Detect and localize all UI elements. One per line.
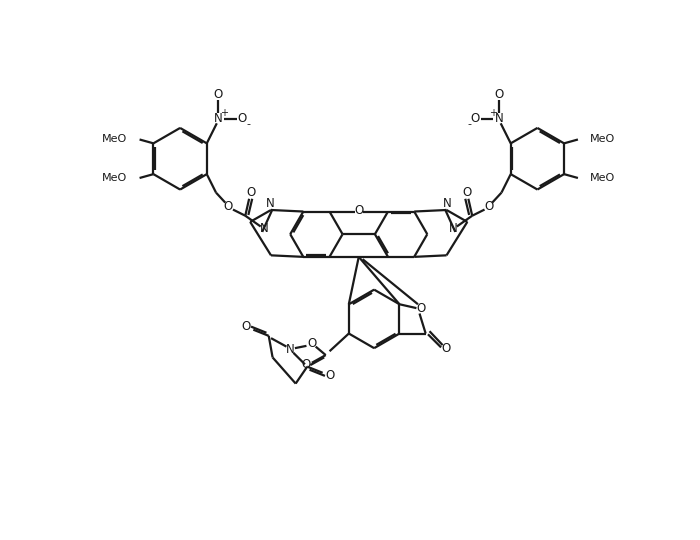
Text: MeO: MeO: [590, 173, 615, 183]
Text: O: O: [442, 342, 451, 355]
Text: N: N: [443, 197, 452, 210]
Text: MeO: MeO: [102, 134, 127, 145]
Text: O: O: [214, 87, 223, 100]
Text: -: -: [467, 119, 471, 129]
Text: -: -: [246, 119, 251, 129]
Text: N: N: [214, 112, 223, 125]
Text: +: +: [220, 107, 228, 118]
Text: O: O: [301, 358, 310, 371]
Text: O: O: [241, 320, 251, 333]
Text: O: O: [246, 186, 256, 199]
Text: N: N: [260, 221, 269, 234]
Text: +: +: [489, 107, 497, 118]
Text: N: N: [495, 112, 503, 125]
Text: O: O: [325, 369, 334, 382]
Text: N: N: [449, 221, 457, 234]
Text: N: N: [286, 343, 295, 356]
Text: O: O: [237, 112, 247, 125]
Text: MeO: MeO: [590, 134, 615, 145]
Text: O: O: [354, 204, 363, 217]
Text: N: N: [266, 197, 274, 210]
Text: O: O: [494, 87, 504, 100]
Text: O: O: [307, 337, 316, 350]
Text: O: O: [416, 302, 426, 315]
Text: O: O: [470, 112, 480, 125]
Text: MeO: MeO: [102, 173, 127, 183]
Text: O: O: [462, 186, 472, 199]
Text: O: O: [224, 200, 233, 213]
Text: O: O: [484, 200, 494, 213]
